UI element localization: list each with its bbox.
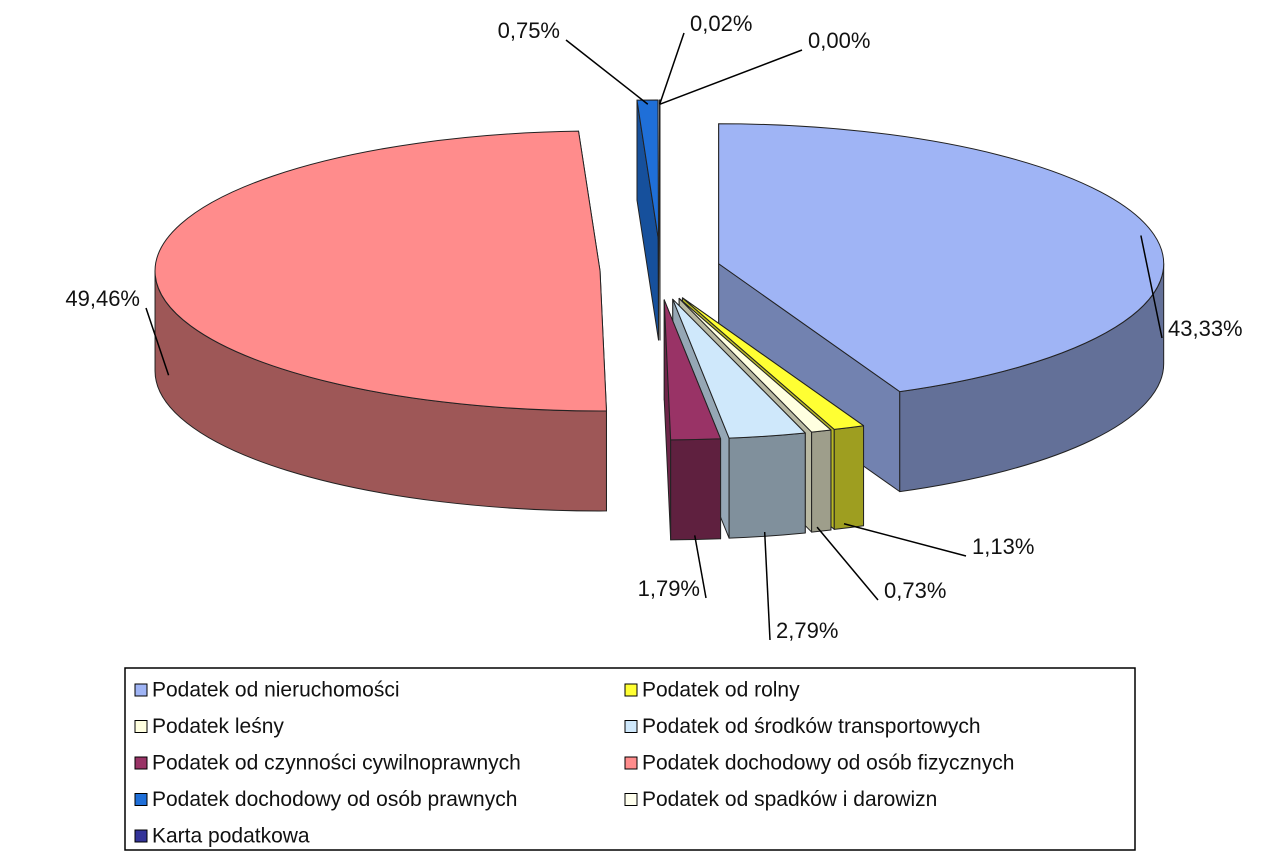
legend-label: Karta podatkowa [152, 825, 310, 848]
leader-line [1140, 235, 1163, 339]
legend-swatch [624, 720, 638, 733]
legend-swatch [134, 683, 148, 697]
slice-top [718, 123, 1165, 393]
slice-top [672, 298, 806, 439]
legend-label: Podatek od nieruchomości [152, 679, 399, 702]
slice-side [833, 425, 865, 530]
data-label: 0,75% [498, 18, 560, 43]
leader-line [145, 307, 170, 376]
legend-swatch [134, 829, 148, 843]
data-label: 1,13% [972, 534, 1034, 559]
legend-swatch [624, 683, 638, 697]
data-label: 0,02% [690, 11, 752, 36]
data-label: 0,73% [884, 578, 946, 603]
legend-swatch [624, 793, 638, 806]
data-label: 49,46% [65, 286, 140, 311]
leader-line [658, 32, 685, 105]
legend-swatch [624, 756, 638, 770]
leader-line [816, 526, 879, 601]
slice [636, 99, 660, 341]
leader-line [843, 523, 967, 557]
leader-line [763, 531, 771, 641]
pie [154, 99, 1165, 541]
slice-top [681, 297, 865, 430]
legend-swatch [134, 756, 148, 770]
legend: Podatek od nieruchomości Podatek od rolny… [134, 679, 1014, 848]
leader-line [659, 49, 803, 105]
legend-label: Podatek dochodowy od osób fizycznych [642, 752, 1014, 775]
slice-top [658, 99, 661, 241]
data-label: 2,79% [776, 618, 838, 643]
legend-swatch [134, 720, 148, 733]
leader-line [565, 39, 649, 105]
legend-swatch [134, 793, 148, 806]
data-label: 0,00% [808, 28, 870, 53]
legend-label: Podatek od rolny [642, 679, 800, 702]
legend-label: Podatek leśny [152, 715, 284, 738]
slice [718, 123, 1165, 493]
data-label: 43,33% [1168, 316, 1243, 341]
slice-side [670, 438, 722, 541]
slice-top [678, 297, 832, 433]
legend-label: Podatek od spadków i darowizn [642, 788, 937, 811]
data-label: 1,79% [638, 576, 700, 601]
legend-label: Podatek dochodowy od osób prawnych [152, 788, 517, 811]
slice-side [811, 429, 832, 533]
legend-label: Podatek od czynności cywilnoprawnych [152, 752, 521, 775]
legend-label: Podatek od środków transportowych [642, 715, 981, 738]
data-labels: 43,33% 1,13% 0,73% 2,79% 1,79% 49,46% 0,75% 0,0… [65, 11, 1242, 643]
slice-top [663, 299, 722, 441]
slice [658, 99, 661, 341]
slice-top [636, 99, 660, 241]
slice-side [728, 432, 806, 539]
slice-top [154, 130, 607, 412]
slice [154, 130, 607, 512]
slice [663, 299, 722, 541]
leader-line [693, 535, 707, 599]
